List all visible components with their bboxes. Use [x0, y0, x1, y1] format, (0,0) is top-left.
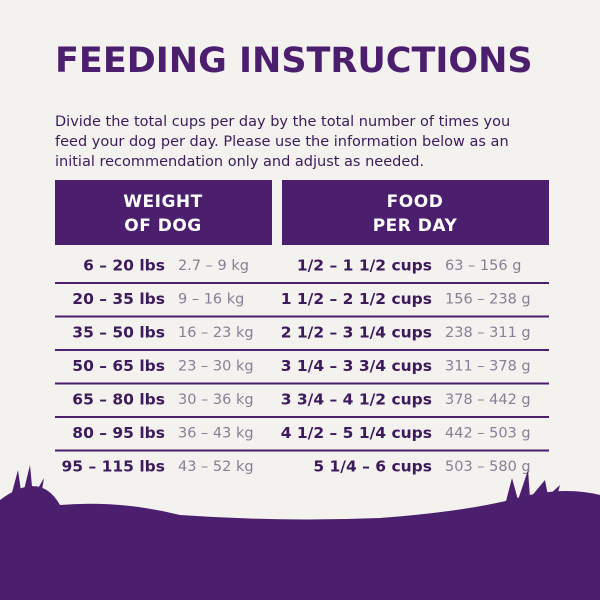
header-cell [55, 180, 272, 245]
table-cell: 1 1/2 – 2 1/2 cups [281, 290, 432, 308]
intro-line: initial recommendation only and adjust a… [55, 154, 424, 170]
table-cell: 80 – 95 lbs [72, 424, 165, 442]
table-cell: 238 – 311 g [445, 325, 531, 341]
table-cell: 36 – 43 kg [178, 426, 254, 442]
table-cell: 23 – 30 kg [178, 359, 254, 375]
column-header: PER DAY [373, 216, 458, 236]
table-cell: 65 – 80 lbs [72, 391, 165, 409]
title: FEEDING INSTRUCTIONS [55, 41, 533, 81]
column-header: FOOD [387, 192, 444, 212]
grass [0, 486, 600, 600]
table-cell: 5 1/4 – 6 cups [313, 458, 432, 476]
table-cell: 20 – 35 lbs [72, 290, 165, 308]
table-cell: 3 1/4 – 3 3/4 cups [281, 357, 432, 375]
table-cell: 16 – 23 kg [178, 325, 254, 341]
table-cell: 378 – 442 g [445, 392, 531, 408]
table-cell: 311 – 378 g [445, 359, 531, 375]
intro-line: feed your dog per day. Please use the in… [55, 134, 509, 150]
table-cell: 2.7 – 9 kg [178, 258, 249, 274]
table-cell: 9 – 16 kg [178, 292, 244, 308]
table-cell: 43 – 52 kg [178, 459, 254, 475]
table-cell: 503 – 580 g [445, 459, 531, 475]
table-cell: 2 1/2 – 3 1/4 cups [281, 324, 432, 342]
table-cell: 1/2 – 1 1/2 cups [297, 257, 432, 275]
table-cell: 35 – 50 lbs [72, 324, 165, 342]
table-cell: 95 – 115 lbs [62, 458, 166, 476]
header-cell [282, 180, 549, 245]
table-cell: 3 3/4 – 4 1/2 cups [281, 391, 432, 409]
table-cell: 50 – 65 lbs [72, 357, 165, 375]
table-cell: 63 – 156 g [445, 258, 521, 274]
table-cell: 442 – 503 g [445, 426, 531, 442]
intro-line: Divide the total cups per day by the tot… [55, 114, 510, 130]
column-header: WEIGHT [123, 192, 202, 212]
column-header: OF DOG [124, 216, 202, 236]
table-cell: 6 – 20 lbs [83, 257, 165, 275]
table-cell: 4 1/2 – 5 1/4 cups [281, 424, 432, 442]
table-cell: 156 – 238 g [445, 292, 531, 308]
table-cell: 30 – 36 kg [178, 392, 254, 408]
